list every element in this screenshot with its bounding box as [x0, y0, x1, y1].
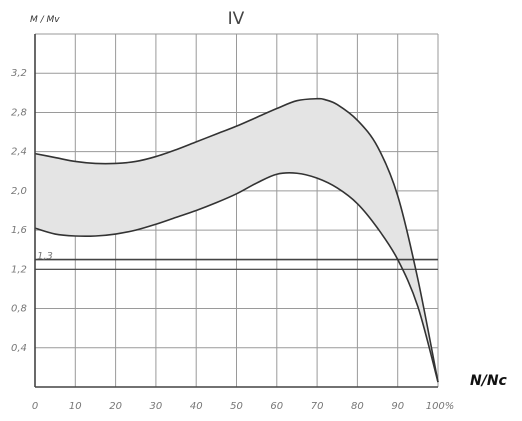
- axes: [34, 34, 438, 388]
- x-tick-label: 0: [32, 401, 38, 412]
- x-tick-label: 60: [270, 401, 283, 412]
- tick-labels: 0 10 20 30 40 50 60 70 80 90 100% 0,4 0,8 1,2 1,6 2,0 2,…: [11, 68, 454, 412]
- series-line-upper: [34, 97, 439, 383]
- x-tick-label: 90: [391, 401, 404, 412]
- reference-lines: [35, 258, 438, 270]
- y-tick-label: 1,6: [11, 225, 27, 236]
- x-tick-label: 100%: [426, 401, 455, 412]
- reference-line-label: 1,3: [37, 251, 53, 262]
- chart-title: IV: [228, 9, 245, 29]
- y-tick-label: 0,4: [11, 343, 27, 354]
- y-tick-label: 1,2: [11, 264, 27, 275]
- areas: [35, 98, 438, 383]
- envelope-area: [35, 98, 438, 383]
- y-tick-label: 2,4: [11, 147, 27, 158]
- x-axis-label: N/Nc: [470, 373, 508, 389]
- y-tick-label: 3,2: [11, 68, 27, 79]
- y-tick-label: 0,8: [11, 304, 27, 315]
- x-tick-label: 40: [190, 401, 203, 412]
- y-axis-label: M / Mv: [30, 15, 60, 25]
- curves: [34, 97, 439, 383]
- y-tick-label: 2,8: [11, 107, 27, 118]
- series-line-lower: [34, 172, 439, 383]
- x-tick-label: 70: [311, 401, 324, 412]
- x-tick-label: 20: [109, 401, 122, 412]
- y-tick-label: 2,0: [11, 186, 27, 197]
- x-tick-label: 10: [69, 401, 82, 412]
- x-tick-label: 50: [230, 401, 243, 412]
- x-tick-label: 80: [351, 401, 364, 412]
- x-tick-label: 30: [150, 401, 163, 412]
